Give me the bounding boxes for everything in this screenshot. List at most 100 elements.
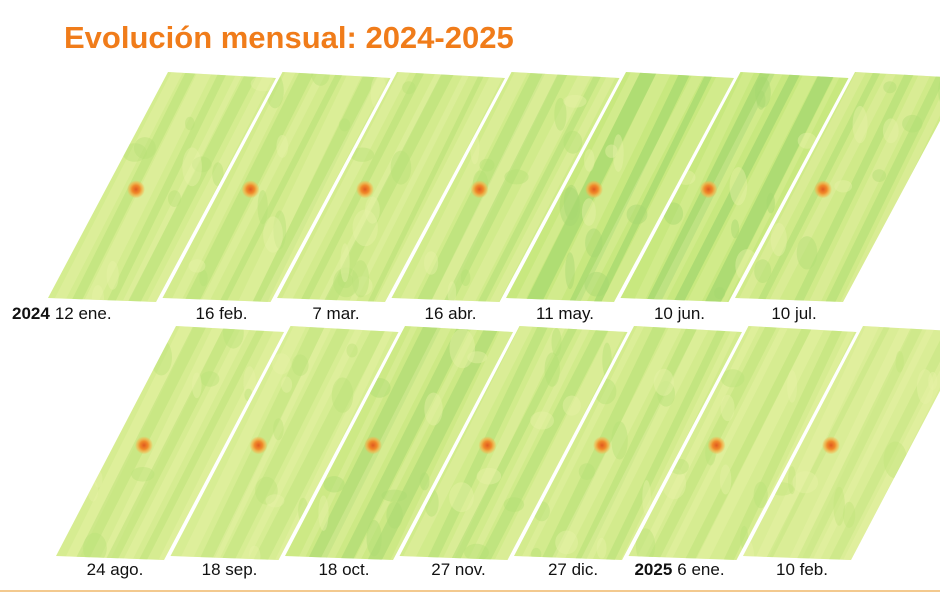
- vegetation-streak: [125, 72, 261, 302]
- vegetation-streak: [120, 72, 246, 302]
- vegetation-patch: [544, 352, 560, 387]
- date-text: 6 ene.: [677, 560, 725, 579]
- vegetation-patch: [635, 528, 656, 560]
- vegetation-patch: [291, 354, 309, 377]
- vegetation-patch: [350, 147, 375, 162]
- vegetation-patch: [714, 287, 726, 299]
- tile-date-label: 27 nov.: [431, 560, 486, 580]
- satellite-tile: [162, 72, 391, 302]
- vegetation-streak: [518, 326, 647, 560]
- vegetation-streak: [50, 72, 186, 302]
- date-text: 10 jun.: [653, 304, 706, 323]
- vegetation-patch: [611, 421, 628, 460]
- vegetation-patch: [563, 130, 583, 154]
- hotspot-marker: [822, 436, 840, 455]
- vegetation-patch: [792, 471, 819, 494]
- vegetation-patch: [424, 392, 443, 426]
- vegetation-patch: [719, 464, 732, 495]
- vegetation-patch: [551, 328, 562, 357]
- vegetation-streak: [631, 72, 757, 302]
- vegetation-patch: [796, 236, 818, 270]
- tile-date-label: 16 abr.: [425, 304, 477, 324]
- vegetation-patch: [531, 547, 542, 560]
- vegetation-patch: [565, 252, 575, 290]
- vegetation-streak: [603, 326, 730, 560]
- satellite-tile: [506, 72, 734, 302]
- vegetation-patch: [366, 519, 382, 557]
- vegetation-streak: [168, 72, 298, 302]
- vegetation-streak: [791, 72, 917, 302]
- vegetation-streak: [735, 72, 869, 302]
- tile-date-label: 16 feb.: [196, 304, 248, 324]
- vegetation-patch: [596, 537, 607, 559]
- hotspot-marker: [470, 180, 489, 199]
- vegetation-patch: [578, 463, 595, 480]
- vegetation-patch: [503, 497, 525, 512]
- vegetation-patch: [449, 328, 476, 369]
- vegetation-patch: [255, 476, 278, 505]
- vegetation-streak: [156, 326, 284, 560]
- vegetation-patch: [424, 251, 439, 275]
- vegetation-patch: [663, 202, 684, 225]
- hotspot-marker: [127, 180, 145, 199]
- vegetation-patch: [585, 228, 603, 258]
- vegetation-streak: [365, 72, 489, 302]
- hotspot-marker: [249, 436, 268, 455]
- satellite-tile: [48, 72, 276, 302]
- hotspot-marker: [241, 180, 260, 199]
- vegetation-patch: [559, 187, 581, 227]
- hotspot-marker: [593, 436, 611, 455]
- satellite-tile: [56, 326, 284, 560]
- hotspot-marker: [364, 436, 382, 455]
- vegetation-patch: [182, 147, 202, 187]
- hotspot-marker: [135, 436, 153, 455]
- vegetation-streak: [459, 72, 596, 302]
- vegetation-streak: [661, 326, 792, 560]
- tile-date-label: 18 sep.: [202, 560, 258, 580]
- vegetation-patch: [479, 158, 495, 172]
- vegetation-streak: [315, 72, 446, 302]
- vegetation-streak: [492, 326, 628, 560]
- vegetation-patch: [311, 72, 330, 86]
- vegetation-patch: [563, 184, 579, 220]
- tile-date-label: 2025 6 ene.: [634, 560, 724, 580]
- vegetation-patch: [787, 370, 798, 403]
- vegetation-patch: [833, 486, 845, 526]
- vegetation-patch: [106, 260, 119, 290]
- satellite-tile: [743, 326, 940, 560]
- vegetation-patch: [642, 480, 651, 516]
- vegetation-streak: [752, 326, 882, 560]
- tile-date-label: 11 may.: [536, 304, 594, 324]
- vegetation-streak: [721, 326, 847, 560]
- vegetation-streak: [465, 326, 594, 560]
- vegetation-patch: [419, 472, 430, 491]
- vegetation-streak: [236, 72, 366, 302]
- vegetation-patch: [882, 118, 899, 144]
- vegetation-patch: [200, 371, 220, 387]
- vegetation-streak: [823, 72, 940, 302]
- vegetation-streak: [578, 326, 713, 560]
- vegetation-patch: [883, 441, 907, 479]
- vegetation-streak: [693, 326, 828, 560]
- vegetation-streak: [840, 326, 940, 560]
- vegetation-streak: [318, 326, 455, 560]
- vegetation-streak: [512, 72, 643, 302]
- vegetation-streak: [567, 72, 693, 302]
- vegetation-patch: [653, 368, 674, 396]
- hotspot-marker: [707, 436, 726, 455]
- vegetation-patch: [766, 192, 775, 214]
- vegetation-streak: [448, 326, 581, 560]
- vegetation-patch: [916, 369, 934, 405]
- vegetation-patch: [192, 372, 202, 399]
- vegetation-patch: [581, 198, 596, 226]
- vegetation-patch: [250, 75, 276, 92]
- vegetation-streak: [145, 72, 276, 302]
- vegetation-patch: [168, 190, 181, 208]
- date-text: 16 feb.: [195, 304, 248, 323]
- vegetation-patch: [185, 116, 195, 131]
- vegetation-patch: [243, 366, 256, 399]
- vegetation-patch: [797, 132, 817, 149]
- vegetation-patch: [340, 243, 350, 283]
- vegetation-streak: [682, 326, 815, 560]
